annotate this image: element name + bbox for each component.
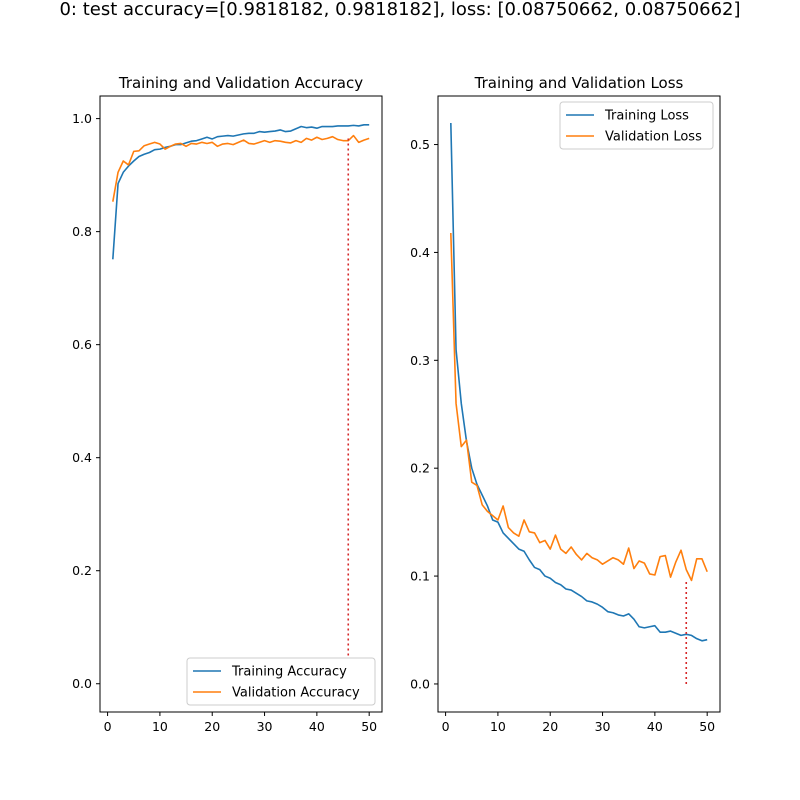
- x-tick-label: 0: [104, 719, 112, 734]
- y-tick-label: 0.6: [72, 337, 92, 352]
- y-tick-label: 0.0: [72, 676, 92, 691]
- y-tick-label: 0.5: [410, 137, 430, 152]
- x-tick-label: 10: [490, 719, 506, 734]
- x-tick-label: 50: [699, 719, 715, 734]
- y-tick-label: 0.2: [72, 563, 92, 578]
- x-tick-label: 40: [647, 719, 663, 734]
- accuracy-plot: Training and Validation Accuracy 0 10 20 30 4…: [72, 74, 383, 734]
- y-tick-label: 0.0: [410, 676, 430, 691]
- axes-frame: [437, 95, 721, 713]
- series-line-training-loss: [450, 122, 708, 642]
- y-tick-label: 0.8: [72, 224, 92, 239]
- x-tick-label: 30: [257, 719, 273, 734]
- x-tick-label: 20: [204, 719, 220, 734]
- axes-frame: [99, 95, 383, 713]
- x-tick-label: 20: [542, 719, 558, 734]
- legend: Training Accuracy Validation Accuracy: [186, 657, 376, 706]
- legend-label: Validation Loss: [605, 130, 702, 145]
- series-line-training-accuracy: [112, 124, 370, 260]
- legend-box: [559, 101, 714, 150]
- y-tick-label: 0.4: [72, 450, 92, 465]
- series-line-validation-loss: [450, 232, 708, 582]
- y-tick-label: 0.2: [410, 461, 430, 476]
- loss-plot: Training and Validation Loss 0 10 20 30 40 50 0…: [410, 74, 721, 734]
- y-tick-label: 0.1: [410, 569, 430, 584]
- y-tick-label: 0.4: [410, 245, 430, 260]
- x-tick-label: 30: [595, 719, 611, 734]
- x-tick-label: 10: [152, 719, 168, 734]
- x-tick-label: 40: [309, 719, 325, 734]
- chart-title: Training and Validation Accuracy: [118, 74, 363, 92]
- y-tick-label: 1.0: [72, 111, 92, 126]
- figure-suptitle: 0: test accuracy=[0.9818182, 0.9818182],…: [59, 0, 740, 20]
- legend: Training Loss Validation Loss: [559, 101, 714, 150]
- legend-label: Validation Accuracy: [232, 686, 360, 701]
- y-tick-label: 0.3: [410, 353, 430, 368]
- chart-title: Training and Validation Loss: [474, 74, 684, 92]
- legend-label: Training Loss: [604, 109, 689, 124]
- series-line-validation-accuracy: [112, 134, 370, 202]
- x-tick-label: 50: [361, 719, 377, 734]
- legend-box: [186, 657, 376, 706]
- legend-label: Training Accuracy: [231, 665, 347, 680]
- x-tick-label: 0: [442, 719, 450, 734]
